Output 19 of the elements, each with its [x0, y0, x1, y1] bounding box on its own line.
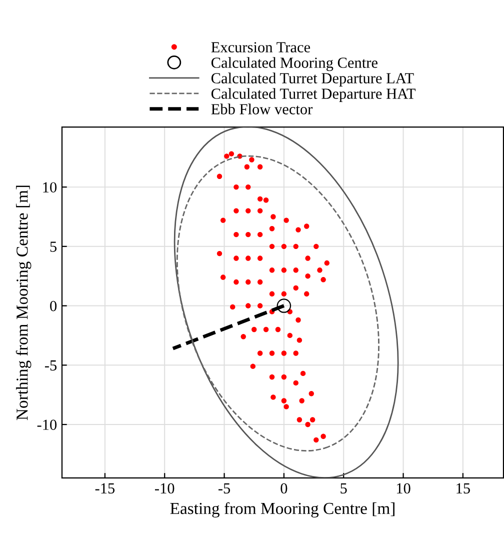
x-tick-label: 5 — [340, 483, 347, 494]
y-tick-label: -5 — [44, 360, 57, 371]
text: Calculated Turret Departure HAT — [211, 88, 416, 102]
legend-label: Calculated Mooring Centre — [211, 57, 378, 72]
x-tick-label: -10 — [155, 483, 174, 494]
y-tick-label: -10 — [37, 420, 57, 430]
y-axis-title: Northing from Mooring Centre [m] — [16, 186, 32, 420]
x-tick-label: 0 — [280, 483, 288, 494]
y-tick-label: 5 — [50, 242, 57, 252]
y-tick-label: 10 — [43, 182, 57, 192]
x-tick-label: 10 — [396, 483, 410, 494]
x-tick-label: -15 — [95, 483, 115, 494]
x-tick-label: 15 — [456, 483, 470, 494]
x-tick-label: -5 — [218, 483, 230, 494]
y-tick-label: 0 — [50, 300, 57, 312]
legend-label: Excursion Trace — [211, 42, 310, 52]
x-axis-title: Easting from Mooring Centre [m] — [170, 502, 394, 518]
legend-label: Ebb Flow vector — [211, 104, 313, 114]
text: Calculated Turret Departure LAT — [211, 72, 414, 87]
